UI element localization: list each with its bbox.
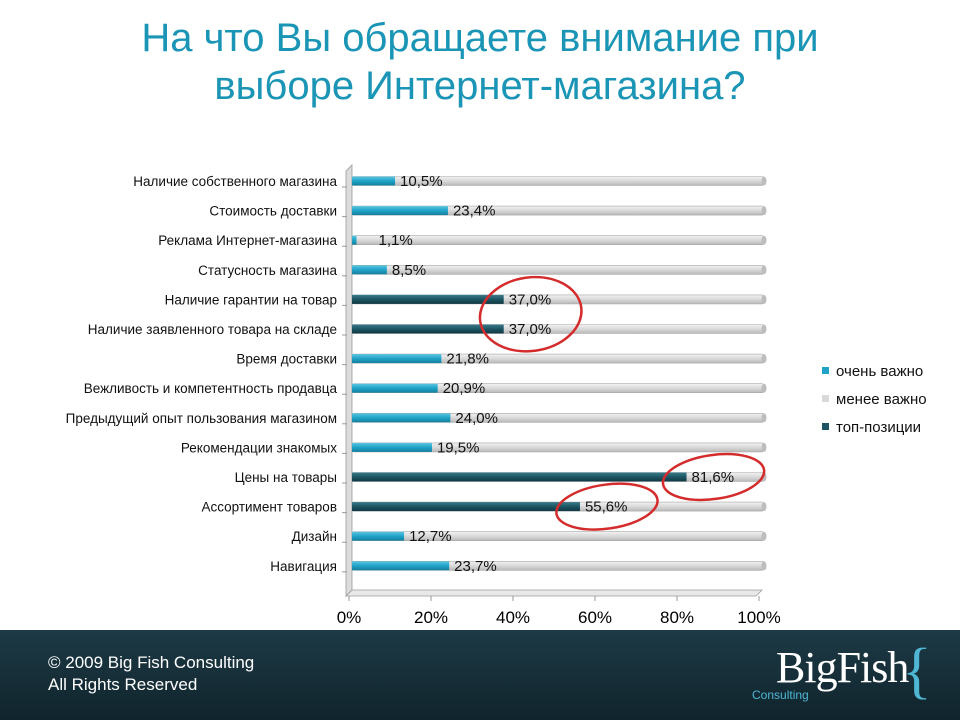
chart-title-line1: На что Вы обращаете внимание при (141, 16, 819, 60)
bar-very-important (352, 354, 442, 364)
category-label: Статусность магазина (198, 263, 337, 278)
bar-cap (761, 294, 767, 304)
highlight-circle (555, 482, 659, 531)
chart-title: На что Вы обращаете внимание при выборе … (0, 14, 960, 110)
legend-swatch (822, 395, 829, 402)
legend-swatch (822, 367, 829, 374)
value-label: 20,9% (443, 380, 486, 397)
value-label: 8,5% (392, 262, 426, 279)
bar-very-important (352, 235, 357, 245)
axis-floor (345, 589, 763, 597)
axis-wall (345, 164, 353, 597)
footer-rights: All Rights Reserved (48, 675, 198, 694)
footer-copyright: © 2009 Big Fish Consulting (48, 653, 255, 672)
category-label: Наличие заявленного товара на складе (88, 322, 337, 337)
bar-top-position (352, 324, 504, 334)
value-label: 37,0% (509, 321, 552, 338)
category-label: Вежливость и компетентность продавца (84, 381, 338, 396)
bar-chart: 0% 20% 40% 60% 80% 100% Наличие собственного м… (66, 164, 927, 625)
value-label: 37,0% (509, 291, 552, 308)
x-tick-label: 80% (660, 608, 694, 625)
bar-top-position (352, 294, 504, 304)
logo-brace-icon: { (902, 637, 932, 705)
bar-very-important (352, 206, 448, 216)
chart-title-line2: выборе Интернет-магазина? (214, 64, 746, 108)
value-label: 12,7% (409, 528, 452, 545)
value-label: 55,6% (585, 499, 628, 516)
x-tick-label: 100% (737, 608, 780, 625)
x-tick-label: 0% (337, 608, 362, 625)
bar-cap (761, 531, 767, 541)
bar-very-important (352, 531, 405, 541)
bar-very-important (352, 383, 438, 393)
logo-sub: Consulting (752, 688, 809, 702)
category-label: Стоимость доставки (209, 204, 337, 219)
category-label: Ассортимент товаров (201, 500, 337, 515)
bar-very-important (352, 413, 451, 423)
footer: © 2009 Big Fish Consulting All Rights Re… (0, 630, 960, 720)
highlight-circle (661, 452, 766, 502)
category-label: Дизайн (292, 529, 337, 544)
bar-cap (761, 561, 767, 571)
category-label: Цены на товары (235, 470, 337, 485)
legend-swatch (822, 423, 829, 430)
value-label: 23,7% (454, 558, 497, 575)
bar-cap (761, 354, 767, 364)
legend-label: менее важно (836, 391, 927, 408)
category-label: Реклама Интернет-магазина (158, 233, 337, 248)
bar-very-important (352, 561, 450, 571)
bar-cap (761, 324, 767, 334)
logo-name: BigFish (776, 643, 909, 692)
bar-cap (761, 235, 767, 245)
category-label: Наличие гарантии на товар (165, 292, 337, 307)
x-tick-label: 20% (414, 608, 448, 625)
bar-very-important (352, 265, 387, 275)
bar-very-important (352, 442, 432, 452)
bar-cap (761, 265, 767, 275)
bar-cap (761, 413, 767, 423)
x-tick-label: 40% (496, 608, 530, 625)
footer-copyright-block: © 2009 Big Fish Consulting All Rights Re… (48, 652, 254, 696)
value-label: 21,8% (446, 351, 489, 368)
value-label: 1,1% (379, 232, 413, 249)
category-label: Навигация (270, 559, 337, 574)
bar-top-position (352, 502, 580, 512)
bar-cap (761, 502, 767, 512)
value-label: 19,5% (437, 439, 480, 456)
category-label: Наличие собственного магазина (133, 174, 337, 189)
bar-cap (761, 206, 767, 216)
bar-cap (761, 383, 767, 393)
category-label: Рекомендации знакомых (181, 440, 337, 455)
highlight-circle (478, 275, 583, 353)
category-label: Время доставки (236, 352, 337, 367)
bigfish-logo: BigFish Consulting { (752, 637, 942, 710)
x-tick-label: 60% (578, 608, 612, 625)
value-label: 23,4% (453, 203, 496, 220)
bar-background (351, 235, 765, 245)
bar-cap (761, 176, 767, 186)
value-label: 10,5% (400, 173, 443, 190)
bar-top-position (352, 472, 687, 482)
bar-cap (761, 442, 767, 452)
legend-label: топ-позиции (836, 419, 921, 436)
legend-label: очень важно (836, 363, 923, 380)
value-label: 81,6% (692, 469, 735, 486)
value-label: 24,0% (455, 410, 498, 427)
category-label: Предыдущий опыт пользования магазином (66, 411, 337, 426)
bar-very-important (352, 176, 396, 186)
